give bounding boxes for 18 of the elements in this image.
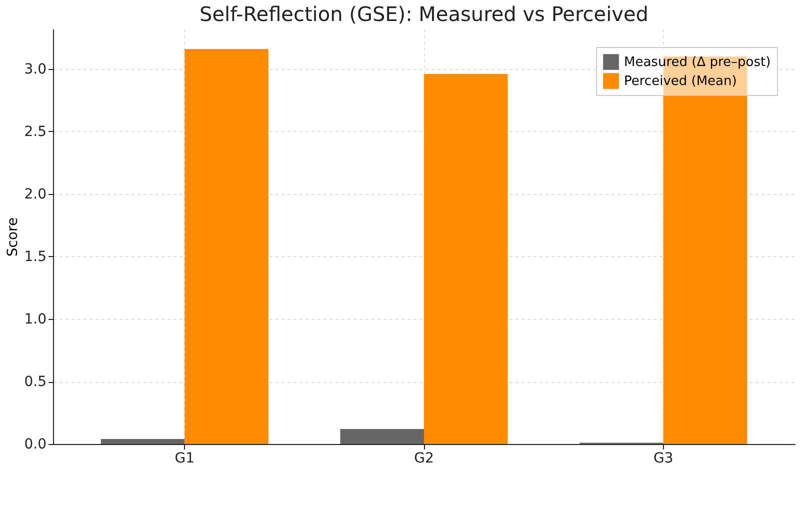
y-tick-label: 0.5 <box>24 374 46 390</box>
x-tick-label: G3 <box>653 450 674 466</box>
legend-label: Measured (Δ pre–post) <box>624 55 771 70</box>
legend-label: Perceived (Mean) <box>624 74 737 89</box>
y-axis-title: Score <box>5 217 22 257</box>
chart-title: Self-Reflection (GSE): Measured vs Perceived <box>200 2 648 26</box>
y-tick-label: 1.5 <box>24 249 46 265</box>
y-tick-label: 1.0 <box>24 312 46 328</box>
x-tick-label: G1 <box>174 450 195 466</box>
y-tick-label: 2.5 <box>24 124 46 140</box>
bar <box>424 74 508 444</box>
y-tick-label: 0.0 <box>24 436 46 452</box>
x-tick-label: G2 <box>414 450 434 466</box>
y-tick-label: 3.0 <box>24 62 46 78</box>
bar <box>184 49 268 444</box>
bar <box>340 429 424 444</box>
y-tick-label: 2.0 <box>24 186 46 202</box>
bar <box>100 439 185 444</box>
